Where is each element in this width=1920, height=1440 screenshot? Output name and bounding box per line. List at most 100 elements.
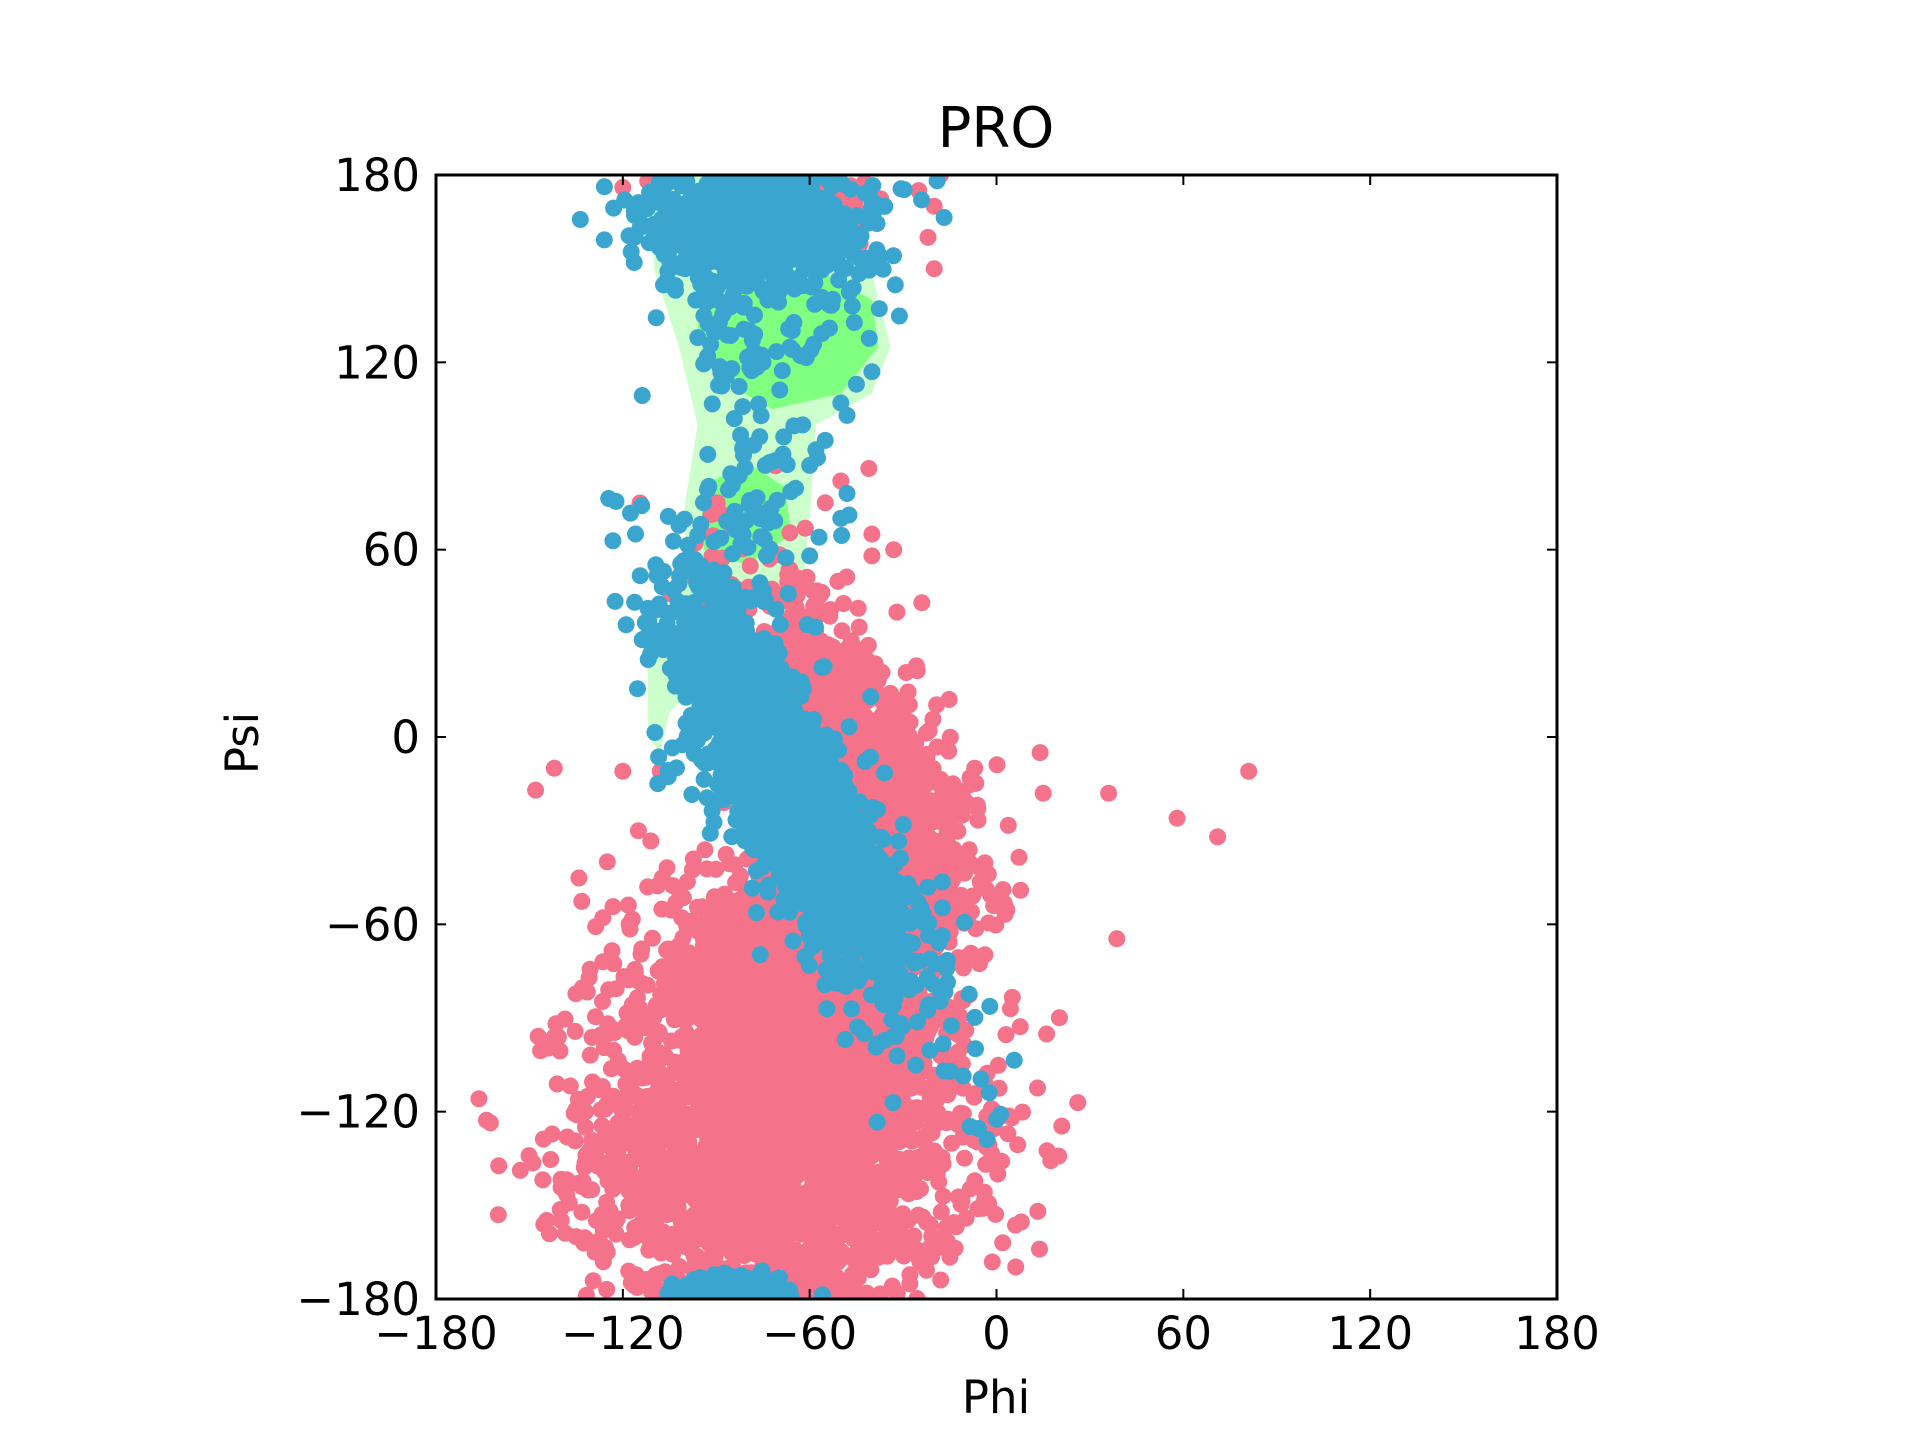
data-point [776,1142,794,1160]
data-point [1012,881,1030,899]
data-point [949,1188,967,1206]
data-point [695,1251,713,1269]
data-point [899,683,917,701]
data-point [910,818,928,836]
data-point [549,1028,567,1046]
data-point [595,1039,613,1057]
data-point [999,1125,1017,1143]
data-point [511,1161,529,1179]
data-point [698,860,716,878]
data-point [818,686,836,704]
data-point [625,1277,643,1295]
data-point [876,702,894,720]
data-point [859,636,877,654]
data-point [658,1178,676,1196]
data-point [604,1180,622,1198]
data-point [552,1212,570,1229]
data-point [867,1060,885,1078]
data-point [814,1056,832,1074]
data-point [672,1135,689,1153]
data-point [671,1258,688,1276]
data-point [828,1288,846,1299]
data-point [613,1101,631,1119]
data-point [658,1202,676,1220]
data-point [920,798,938,816]
data-point [888,788,905,806]
data-point [767,1011,785,1029]
data-point [858,1284,876,1299]
data-point [1029,1079,1046,1097]
data-point [871,1078,889,1096]
data-point [1009,1136,1027,1154]
data-point [566,1022,584,1040]
data-point [778,960,796,978]
data-point [594,1222,612,1240]
data-point [481,1114,499,1132]
data-point [686,1057,704,1075]
data-point [607,1225,625,1243]
data-point [988,756,1006,774]
data-point [930,842,948,860]
data-point [470,1090,488,1108]
data-point [901,1275,919,1293]
data-point [786,1258,804,1276]
data-point [862,1261,880,1279]
data-point [529,1027,547,1045]
data-point [822,1092,840,1110]
data-point [688,1161,706,1179]
data-point [1003,988,1021,1006]
data-point [674,1237,692,1255]
data-point [620,1202,638,1220]
data-point [651,1025,669,1043]
data-point [592,1026,610,1044]
data-point [764,1242,782,1260]
data-point [603,942,621,960]
data-point [636,1143,654,1161]
data-point [908,1290,926,1299]
data-point [962,776,979,793]
data-point [863,726,881,744]
data-point [891,1174,909,1192]
data-point [913,835,931,853]
data-point [534,1171,552,1189]
data-point [573,892,591,910]
data-point [903,1132,921,1150]
data-point [924,1089,942,1107]
data-point [647,996,665,1014]
data-point [1069,1094,1087,1112]
data-point [743,1211,761,1229]
data-point [932,1203,950,1221]
data-point [633,940,651,958]
data-point [1050,1009,1068,1027]
data-point [717,845,735,863]
data-point [742,1068,759,1086]
data-point [870,1163,888,1181]
data-point [1014,1103,1031,1121]
data-point [639,1064,657,1082]
data-point [567,985,585,1003]
data-point [598,1280,616,1298]
data-point [790,981,808,999]
data-point [655,1096,673,1114]
data-point [1007,1258,1025,1276]
data-point [695,1109,712,1127]
data-point [970,955,988,973]
data-point [1011,1018,1029,1036]
data-point [803,1108,821,1126]
data-point [713,1087,731,1105]
data-point [888,1222,906,1240]
data-point [601,1202,619,1220]
data-point [542,1151,560,1168]
data-point [638,1172,656,1190]
data-point [640,1241,658,1259]
data-point [689,898,706,916]
data-point [829,1118,847,1136]
data-point [667,894,685,912]
data-point [847,1096,865,1114]
data-point [901,1110,919,1128]
data-point [751,1139,769,1157]
data-point [716,1238,734,1256]
data-point [589,1157,607,1175]
data-point [712,1071,730,1088]
